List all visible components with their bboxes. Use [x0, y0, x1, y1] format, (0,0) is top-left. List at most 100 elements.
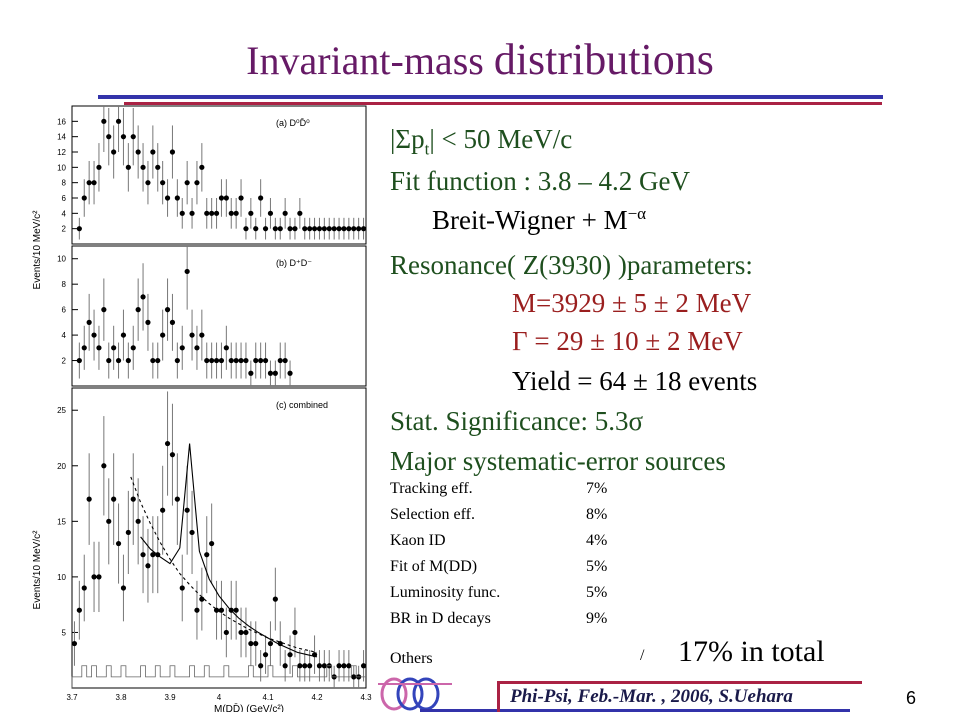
title-part1: Invariant-mass [246, 38, 484, 83]
mass-value: M=3929 ± 5 ± 2 MeV [512, 288, 752, 318]
plot-frame [71, 105, 367, 245]
systematics-row: Luminosity func. 5% [390, 584, 607, 602]
data-point [140, 552, 146, 558]
data-point [321, 663, 327, 669]
data-point [248, 210, 254, 216]
systematics-label: BR in D decays [390, 610, 491, 627]
y-tick-label: 15 [57, 517, 66, 526]
others-label: Others [390, 650, 433, 667]
systematics-row: Fit of M(DD) 5% [390, 558, 607, 576]
data-point [96, 345, 102, 351]
y-tick-label: 10 [57, 573, 66, 582]
data-point [253, 640, 259, 647]
data-point [194, 180, 200, 186]
data-point [145, 563, 151, 569]
data-point [223, 345, 229, 351]
data-point [233, 210, 239, 216]
data-point [111, 345, 117, 351]
data-point [213, 357, 220, 364]
data-point [223, 195, 229, 201]
x-axis-label: M(DD̄) (GeV/c²) [214, 702, 284, 712]
data-point [199, 332, 205, 338]
data-point [351, 226, 357, 232]
data-point [86, 180, 92, 186]
fit-curve [140, 443, 318, 658]
systematics-label: Tracking eff. [390, 480, 473, 497]
data-point [238, 357, 244, 364]
panel-label: (c) combined [276, 400, 328, 410]
data-point [272, 370, 278, 376]
data-point [86, 319, 92, 325]
x-tick-label: 4.1 [262, 693, 274, 702]
systematics-row: Selection eff. 8% [390, 506, 607, 524]
data-point [81, 345, 87, 351]
x-tick-label: 4 [217, 693, 222, 702]
data-point [164, 440, 171, 447]
data-point [297, 210, 303, 216]
data-point [341, 226, 347, 232]
data-point [169, 149, 176, 155]
systematics-heading: Major systematic-error sources [390, 446, 726, 476]
data-point [106, 357, 112, 364]
yield-value: Yield = 64 ± 18 events [512, 366, 758, 396]
x-tick-label: 3.7 [66, 693, 78, 702]
data-point [282, 210, 288, 216]
data-point [316, 226, 323, 232]
data-point [86, 496, 92, 502]
data-point [164, 307, 171, 313]
data-point [262, 357, 269, 364]
data-point [194, 607, 200, 613]
y-tick-label: 2 [62, 357, 67, 366]
data-point [120, 585, 127, 591]
data-point [346, 226, 352, 232]
data-point [307, 226, 313, 232]
background-histogram [71, 665, 366, 688]
data-point [258, 357, 264, 364]
footer-text: Phi-Psi, Feb.-Mar. , 2006, S.Uehara [510, 686, 793, 707]
others-row: Others [390, 650, 433, 668]
data-point [209, 210, 215, 216]
data-point [292, 226, 298, 232]
data-point [179, 210, 185, 216]
data-point [311, 226, 318, 232]
total-value: 17% in total [678, 635, 825, 668]
data-point [204, 552, 210, 558]
data-point [204, 357, 210, 364]
data-point [204, 210, 210, 216]
x-tick-label: 4.3 [360, 693, 372, 702]
data-point [267, 210, 274, 216]
data-point [307, 663, 313, 669]
systematics-value: 4% [586, 532, 608, 549]
data-point [341, 663, 347, 669]
data-point [140, 294, 146, 300]
data-point [213, 210, 220, 216]
data-point [238, 629, 244, 636]
data-point [223, 629, 229, 636]
data-point [248, 640, 254, 647]
y-axis-label-bottom: Events/10 MeV/c² [32, 530, 43, 610]
data-point [194, 345, 200, 351]
data-point [292, 629, 298, 636]
data-point [101, 118, 107, 124]
data-point [160, 507, 166, 513]
data-point [155, 357, 161, 364]
systematics-value: 5% [586, 558, 608, 575]
conference-logo [378, 677, 452, 711]
systematics-row: Tracking eff. 7% [390, 480, 607, 498]
data-point [360, 663, 367, 669]
data-point [321, 226, 327, 232]
data-point [111, 496, 117, 502]
data-point [174, 357, 180, 364]
data-point [267, 640, 274, 647]
data-point [179, 345, 185, 351]
data-point [262, 226, 269, 232]
data-point [302, 226, 308, 232]
x-tick-label: 3.9 [164, 693, 176, 702]
data-point [150, 149, 156, 155]
y-tick-label: 4 [62, 209, 67, 218]
data-point [71, 640, 78, 647]
data-point [115, 357, 122, 364]
systematics-label: Selection eff. [390, 506, 476, 523]
width-value: Γ = 29 ± 10 ± 2 MeV [512, 326, 743, 356]
data-point [189, 529, 195, 536]
